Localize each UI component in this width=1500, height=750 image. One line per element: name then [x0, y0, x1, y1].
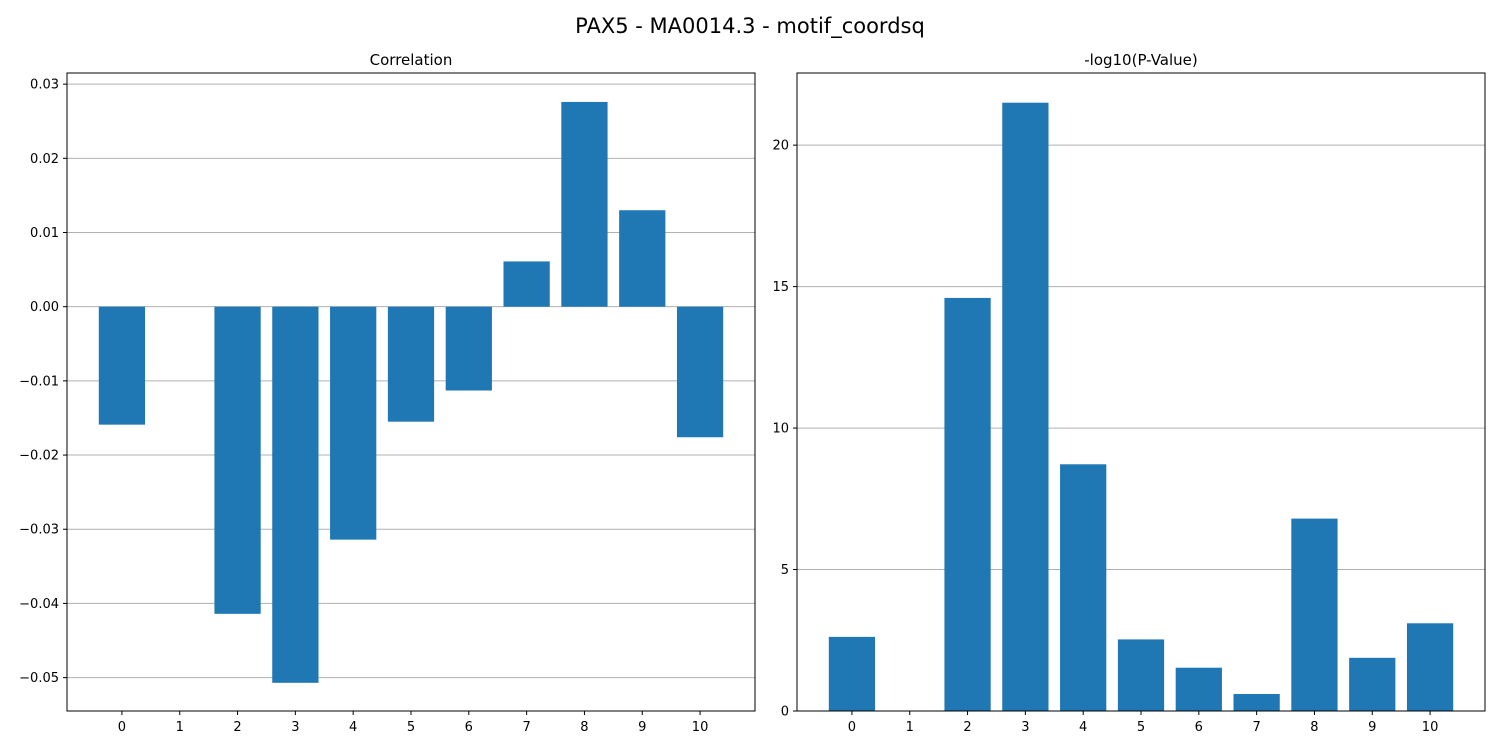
pvalue-xtick-label: 7 — [1252, 720, 1260, 735]
pvalue-bar-6 — [1175, 667, 1222, 711]
correlation-xtick-label: 2 — [233, 720, 241, 735]
pvalue-ytick-label: 0 — [781, 705, 789, 720]
pvalue-xtick-label: 3 — [1021, 720, 1029, 735]
correlation-bar-8 — [561, 101, 608, 307]
correlation-bar-6 — [445, 306, 492, 391]
pvalue-ytick-label: 10 — [772, 422, 789, 437]
pvalue-bar-4 — [1060, 464, 1107, 711]
pvalue-bar-0 — [828, 636, 876, 711]
pvalue-bar-8 — [1291, 518, 1338, 711]
correlation-ytick-label: 0.00 — [30, 300, 59, 315]
correlation-bar-3 — [272, 306, 319, 683]
correlation-xtick-label: 1 — [176, 720, 184, 735]
pvalue-bar-5 — [1117, 639, 1165, 711]
correlation-ytick-label: −0.04 — [19, 597, 59, 612]
correlation-ytick-label: 0.03 — [30, 78, 59, 93]
pvalue-xtick-label: 10 — [1422, 720, 1439, 735]
pvalue-xtick-label: 9 — [1368, 720, 1376, 735]
pvalue-axes-frame — [796, 72, 1486, 712]
correlation-xtick-label: 10 — [692, 720, 709, 735]
pvalue-bar-2 — [944, 297, 991, 711]
correlation-xtick-label: 8 — [580, 720, 588, 735]
correlation-bar-4 — [330, 306, 377, 540]
correlation-bar-7 — [503, 261, 550, 307]
correlation-ytick-label: −0.01 — [19, 374, 59, 389]
pvalue-bar-3 — [1002, 102, 1049, 711]
pvalue-xtick-label: 0 — [848, 720, 856, 735]
correlation-y-axis: −0.05 −0.04 −0.03 −0.02 −0.01 0.00 0.01 0.02 0.0… — [19, 78, 67, 686]
pvalue-x-axis: 0 1 2 3 4 5 6 7 8 9 10 — [848, 711, 1439, 735]
correlation-bar-10 — [676, 306, 724, 438]
correlation-bar-0 — [98, 306, 146, 425]
correlation-ytick-label: −0.05 — [19, 671, 59, 686]
pvalue-y-axis: 0 5 10 15 20 — [772, 139, 797, 720]
pvalue-ytick-label: 15 — [772, 280, 789, 295]
pvalue-xtick-label: 4 — [1079, 720, 1087, 735]
correlation-ytick-label: 0.02 — [30, 152, 59, 167]
correlation-xtick-label: 9 — [638, 720, 646, 735]
pvalue-chart: -log10(P-Value) 0 5 10 15 20 0 1 2 3 4 5 6 7 8 9 10 — [772, 51, 1486, 735]
pvalue-bar-10 — [1406, 623, 1454, 711]
correlation-ytick-label: −0.02 — [19, 449, 59, 464]
pvalue-bar-7 — [1233, 694, 1280, 711]
pvalue-xtick-label: 6 — [1195, 720, 1203, 735]
correlation-x-axis: 0 1 2 3 4 5 6 7 8 9 10 — [118, 711, 709, 735]
pvalue-xtick-label: 1 — [906, 720, 914, 735]
pvalue-chart-title: -log10(P-Value) — [1084, 51, 1198, 69]
pvalue-ytick-label: 5 — [781, 563, 789, 578]
pvalue-bar-9 — [1349, 657, 1396, 711]
correlation-xtick-label: 5 — [407, 720, 415, 735]
correlation-chart-title: Correlation — [370, 51, 453, 69]
correlation-ytick-label: −0.03 — [19, 523, 59, 538]
correlation-xtick-label: 6 — [465, 720, 473, 735]
correlation-bar-5 — [387, 306, 435, 422]
correlation-bar-9 — [619, 210, 666, 307]
pvalue-gridlines — [797, 144, 1485, 712]
correlation-bars — [98, 101, 724, 683]
pvalue-xtick-label: 2 — [963, 720, 971, 735]
correlation-ytick-label: 0.01 — [30, 226, 59, 241]
pvalue-ytick-label: 20 — [772, 139, 789, 154]
correlation-bar-2 — [214, 306, 261, 614]
figure-title: PAX5 - MA0014.3 - motif_coordsq — [575, 14, 925, 39]
correlation-xtick-label: 7 — [522, 720, 530, 735]
correlation-xtick-label: 0 — [118, 720, 126, 735]
pvalue-xtick-label: 8 — [1310, 720, 1318, 735]
pvalue-xtick-label: 5 — [1137, 720, 1145, 735]
pvalue-bars — [828, 102, 1454, 711]
correlation-xtick-label: 4 — [349, 720, 357, 735]
correlation-chart: Correlation −0.05 −0.04 −0.03 −0.02 −0.01 0.0… — [19, 51, 756, 735]
correlation-xtick-label: 3 — [291, 720, 299, 735]
